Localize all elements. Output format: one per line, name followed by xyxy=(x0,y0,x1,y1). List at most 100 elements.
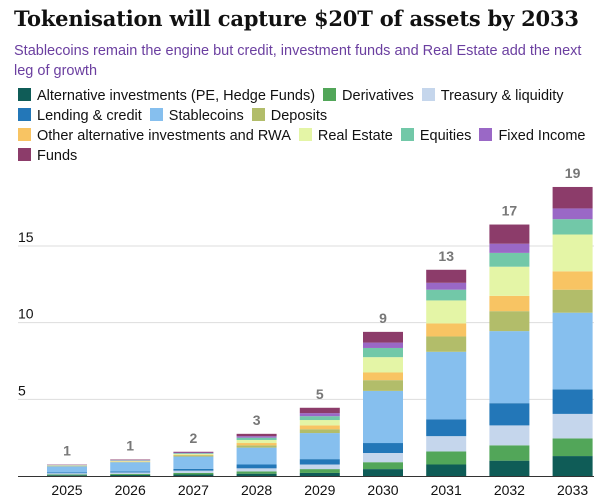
bar-segment xyxy=(426,351,467,420)
bar-total-label: 17 xyxy=(502,203,518,219)
bar-total-label: 19 xyxy=(565,165,581,181)
bar-segment xyxy=(552,413,593,439)
bar-segment xyxy=(173,451,214,453)
bar-segment xyxy=(47,473,87,475)
y-tick-label: 15 xyxy=(18,229,34,245)
bar-segment xyxy=(173,453,214,455)
bar-total-label: 1 xyxy=(63,443,71,459)
bar-segment xyxy=(426,336,467,352)
legend-item: Real Estate xyxy=(298,126,393,146)
x-tick-label: 2030 xyxy=(367,482,398,498)
bar-total-label: 5 xyxy=(316,386,324,402)
bar-segment xyxy=(173,454,214,456)
bar-segment xyxy=(236,473,277,476)
legend-item: Derivatives xyxy=(323,86,414,106)
x-tick-label: 2029 xyxy=(304,482,335,498)
legend-item: Other alternative investments and RWA xyxy=(18,126,291,146)
bar-total-label: 13 xyxy=(438,248,454,264)
bar-segment xyxy=(299,416,340,421)
bar-segment xyxy=(236,447,277,465)
bar-segment xyxy=(363,347,403,358)
legend-label: Real Estate xyxy=(317,128,393,144)
bar-segment xyxy=(173,456,214,469)
bar-segment xyxy=(363,443,403,453)
bar-segment xyxy=(47,475,87,476)
bar-segment xyxy=(236,443,277,446)
bar-segment xyxy=(236,436,277,438)
legend-swatch xyxy=(298,128,312,141)
bar-segment xyxy=(173,470,214,473)
bar-segment xyxy=(173,452,214,454)
legend-item: Lending & credit xyxy=(18,106,142,126)
legend-swatch xyxy=(421,88,435,101)
bar-segment xyxy=(426,269,467,283)
bar-segment xyxy=(363,380,403,391)
bar-segment xyxy=(236,437,277,440)
bar-segment xyxy=(363,342,403,348)
bar-segment xyxy=(236,468,277,472)
bar-segment xyxy=(363,331,403,343)
legend-swatch xyxy=(18,148,31,161)
legend-label: Stablecoins xyxy=(168,108,244,124)
bar-segment xyxy=(489,460,530,476)
bar-segment xyxy=(110,462,151,472)
legend-label: Deposits xyxy=(270,108,328,124)
bar-segment xyxy=(489,266,530,296)
bar-segment xyxy=(426,289,467,301)
bar-segment xyxy=(363,453,403,463)
bar-segment xyxy=(489,243,530,253)
legend-swatch xyxy=(323,88,337,101)
bar-total-label: 1 xyxy=(126,437,134,453)
bar-segment xyxy=(489,403,530,426)
bar-total-label: 3 xyxy=(253,412,261,428)
bar-segment xyxy=(489,311,530,332)
y-tick-label: 10 xyxy=(18,306,34,322)
legend-swatch xyxy=(18,108,31,121)
x-tick-label: 2028 xyxy=(241,482,272,498)
bar-segment xyxy=(489,445,530,461)
legend-label: Funds xyxy=(37,148,78,164)
bar-segment xyxy=(299,413,340,417)
bar-segment xyxy=(110,472,151,475)
bar-segment xyxy=(299,407,340,414)
chart-legend: Alternative investments (PE, Hedge Funds… xyxy=(18,86,603,166)
bar-segment xyxy=(299,429,340,434)
bar-segment xyxy=(426,300,467,324)
bar-segment xyxy=(236,439,277,444)
bar-segment xyxy=(426,451,467,465)
legend-item: Alternative investments (PE, Hedge Funds… xyxy=(18,86,315,106)
x-tick-label: 2027 xyxy=(178,482,209,498)
legend-swatch xyxy=(149,108,163,121)
bar-segment xyxy=(426,282,467,290)
bar-segment xyxy=(426,436,467,452)
bar-segment xyxy=(299,464,340,470)
bar-segment xyxy=(489,252,530,267)
bar-segment xyxy=(363,357,403,373)
y-tick-label: 5 xyxy=(18,382,26,398)
chart-subtitle: Stablecoins remain the engine but credit… xyxy=(14,43,582,79)
bar-segment xyxy=(552,389,593,414)
bar-segment xyxy=(299,472,340,476)
legend-label: Treasury & liquidity xyxy=(440,88,564,104)
legend-item: Treasury & liquidity xyxy=(421,86,564,106)
legend-item: Fixed Income xyxy=(479,126,585,146)
bar-segment xyxy=(363,469,403,476)
legend-label: Lending & credit xyxy=(37,108,142,124)
bar-total-label: 2 xyxy=(190,430,198,446)
bar-segment xyxy=(47,472,87,474)
bar-segment xyxy=(47,474,87,476)
bar-segment xyxy=(552,312,593,390)
bar-segment xyxy=(489,295,530,312)
bar-segment xyxy=(552,234,593,272)
legend-swatch xyxy=(479,128,493,141)
bar-segment xyxy=(173,474,214,476)
chart-title: Tokenisation will capture $20T of assets… xyxy=(14,6,579,31)
legend-swatch xyxy=(400,128,414,141)
legend-item: Stablecoins xyxy=(149,106,244,126)
bar-segment xyxy=(552,438,593,457)
bar-segment xyxy=(299,425,340,430)
bar-segment xyxy=(552,186,593,209)
bar-segment xyxy=(299,433,340,460)
bar-segment xyxy=(299,420,340,426)
